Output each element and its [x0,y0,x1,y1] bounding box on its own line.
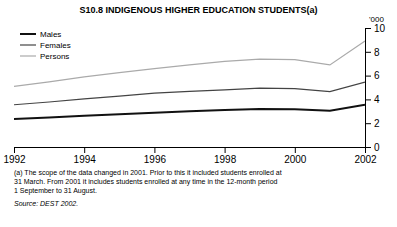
plot: 1992 1994 1996 1998 2000 20020 2 4 6 8 10'000 Males… [3,15,385,165]
x-tick-label: 2000 [284,154,307,165]
x-axis-line [15,148,366,154]
y-tick-label: 4 [374,94,380,105]
x-tick: 2000 [284,147,307,165]
x-tick-label: 2002 [354,154,377,165]
title: S10.8 INDIGENOUS HIGHER EDUCATION STUDEN… [80,5,318,15]
y-tick: 4 [365,94,380,105]
legend: Males Females Persons [20,30,71,61]
x-tick-mark [295,147,296,153]
y-tick: 6 [365,70,380,81]
y-tick-label: 10 [374,23,386,34]
x-axis: 1992 1994 1996 1998 2000 2002 [3,147,377,165]
x-tick: 1992 [3,147,26,165]
y-axis: 0 2 4 6 8 10 [365,23,386,153]
annotation: Source: DEST 2002. [14,200,78,207]
x-tick-mark [14,147,15,153]
x-tick: 1996 [144,147,167,165]
y-tick-label: 6 [374,70,380,81]
y-tick: 8 [365,47,380,58]
annotation-line: (a) The scope of the data changed in 200… [14,169,282,177]
y-tick-mark [365,52,371,53]
annotation-line: 1 September to 31 August. [14,187,97,195]
x-tick-label: 1998 [214,154,237,165]
series-line [14,105,365,119]
x-tick-mark [225,147,226,153]
y-tick-mark [365,123,371,124]
y-tick-mark [365,99,371,100]
chart: S10.8 INDIGENOUS HIGHER EDUCATION STUDEN… [0,0,397,227]
y-tick-label: 8 [374,47,380,58]
legend-item: Females [20,41,71,50]
x-tick-label: 1996 [144,154,167,165]
legend-label: Females [40,41,71,50]
legend-label: Persons [40,52,69,61]
legend-swatch [20,33,36,35]
annotation: (a) The scope of the data changed in 200… [14,169,282,195]
x-tick-label: 1992 [3,154,26,165]
annotation-line: 31 March. From 2001 it includes students… [14,178,278,186]
legend-item: Males [20,30,61,39]
x-tick: 1994 [74,147,97,165]
y-tick: 0 [365,142,380,153]
x-tick-mark [84,147,85,153]
legend-swatch [20,55,36,56]
y-tick-label: 2 [374,118,380,129]
y-tick-mark [365,147,371,148]
y-tick-label: 0 [374,142,380,153]
y-axis-label: '000 [369,15,384,24]
y-tick: 10 [365,23,386,34]
x-tick-label: 1994 [74,154,97,165]
y-tick: 2 [365,118,380,129]
x-tick-mark [154,147,155,153]
lines [14,41,365,119]
legend-swatch [20,44,36,45]
y-axis-line [366,29,372,148]
series-line [14,41,365,86]
legend-item: Persons [20,52,69,61]
x-tick: 1998 [214,147,237,165]
legend-label: Males [40,30,61,39]
y-tick-mark [365,28,371,29]
annotation-line: Source: DEST 2002. [14,200,78,207]
series-line [14,82,365,105]
y-tick-mark [365,76,371,77]
